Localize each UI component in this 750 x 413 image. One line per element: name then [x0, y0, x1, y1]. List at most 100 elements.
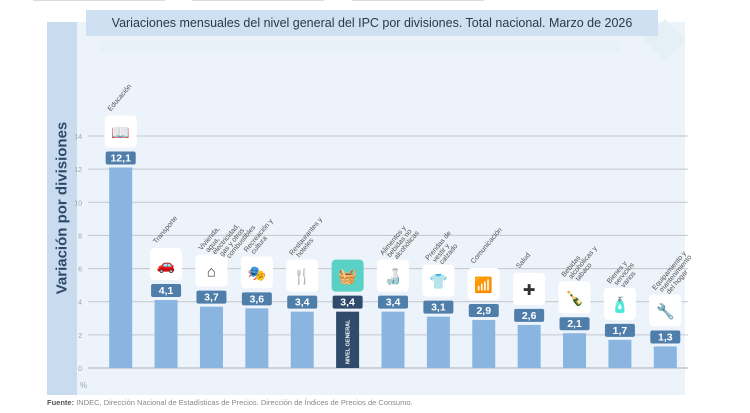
theater-masks-icon: 🎭: [248, 265, 267, 282]
bar: [563, 333, 587, 368]
wifi-icon: 📶: [474, 276, 493, 294]
y-tick-label: 2: [78, 333, 82, 340]
y-tick-label: 4: [78, 300, 82, 307]
icon-card: [331, 259, 364, 292]
y-tick-label: 0: [78, 366, 82, 373]
bar: [653, 346, 677, 368]
value-badge: [559, 317, 590, 331]
bar-group: NIVEL GENERAL 3,4 🧺: [331, 259, 364, 368]
y-tick-label: 12: [74, 167, 82, 174]
spray-comb-icon: 🧴: [611, 296, 630, 314]
data-label: 3,7: [204, 292, 219, 304]
value-badge: [514, 308, 545, 322]
data-label: 2,9: [476, 305, 491, 317]
bar-group: 2,6 ✚ Salud: [513, 252, 546, 368]
bar-group: 4,1 🚗 Transporte: [150, 215, 183, 368]
y-tick-label: 10: [74, 200, 82, 207]
unit-label: %: [80, 381, 87, 390]
data-label: 4,1: [159, 285, 174, 297]
value-badge: [241, 292, 272, 306]
x-category-label: Transporte: [152, 215, 179, 245]
top-divider-1: [33, 0, 165, 1]
x-category-label: Salud: [515, 252, 532, 270]
data-label: 3,1: [431, 302, 446, 314]
data-label: 12,1: [110, 152, 131, 164]
bar: [517, 324, 541, 368]
health-cross-icon: ✚: [523, 282, 536, 299]
data-label: 3,6: [250, 293, 265, 305]
tools-icon: 🔧: [656, 301, 675, 320]
value-badge: [378, 295, 408, 309]
bottle-glass-icon: 🍾: [565, 289, 584, 307]
shopping-basket-icon: 🧺: [338, 269, 357, 286]
source-text: INDEC, Dirección Nacional de Estadística…: [76, 398, 413, 407]
bar-group: 2,9 📶 Comunicación: [467, 227, 504, 368]
fork-hotel-icon: 🍴: [293, 268, 312, 286]
bar-group: 12,1 📖 Educación: [104, 83, 137, 368]
value-badge: [650, 330, 681, 344]
value-badge: [604, 323, 635, 337]
icon-card: [603, 287, 636, 320]
chart-title: Variaciones mensuales del nivel general …: [86, 10, 658, 36]
y-tick-label: 8: [78, 233, 82, 240]
bar: [426, 316, 450, 368]
data-label: 3,4: [340, 297, 355, 309]
value-badge: [332, 295, 363, 309]
top-divider-2: [192, 0, 324, 1]
source-note: Fuente: INDEC, Dirección Nacional de Est…: [47, 398, 413, 407]
bar: [290, 311, 314, 368]
food-bottle-icon: 🍶: [384, 268, 403, 286]
top-divider-3: [352, 0, 484, 1]
data-label: 3,4: [386, 297, 401, 309]
bar: [608, 339, 632, 368]
icon-card: [150, 248, 183, 281]
data-label: 2,1: [567, 318, 582, 330]
value-badge: [423, 300, 454, 314]
value-badge: [468, 303, 499, 317]
icon-card: [422, 264, 455, 297]
icon-card: [467, 267, 500, 300]
y-tick-label: 14: [74, 134, 82, 141]
icon-card: [513, 272, 546, 305]
icon-card: [377, 259, 409, 292]
icon-card: [240, 256, 273, 289]
book-icon: 📖: [111, 124, 130, 141]
bar: [245, 308, 269, 368]
bar: [381, 311, 405, 368]
highlight-bar: [336, 311, 360, 368]
value-badge: [196, 290, 227, 304]
source-label: Fuente:: [47, 398, 75, 407]
y-axis-band: [47, 22, 77, 395]
data-label: 1,3: [658, 331, 673, 343]
icon-card: [195, 254, 228, 287]
house-bolt-icon: ⌂: [207, 264, 216, 281]
bar: [109, 167, 133, 368]
bar: [154, 300, 178, 368]
icon-card: [104, 115, 137, 148]
decorative-shape: [100, 40, 620, 52]
icon-card: [286, 259, 319, 292]
x-category-label: Comunicación: [470, 227, 504, 266]
chart-panel: [47, 22, 685, 395]
value-badge: [287, 295, 318, 309]
tshirt-shoe-icon: 👕: [429, 274, 448, 291]
bar: [199, 306, 223, 368]
data-label: 1,7: [613, 325, 628, 337]
x-category-label: Educación: [107, 83, 133, 113]
value-badge: [105, 151, 136, 165]
icon-card: [558, 281, 591, 314]
icon-card: [649, 294, 682, 327]
y-tick-label: 6: [78, 267, 82, 274]
data-label: 3,4: [295, 297, 310, 309]
bar: [472, 319, 496, 368]
car-wrench-icon: 🚗: [157, 257, 176, 274]
value-badge: [151, 284, 182, 298]
data-label: 2,6: [522, 310, 537, 322]
